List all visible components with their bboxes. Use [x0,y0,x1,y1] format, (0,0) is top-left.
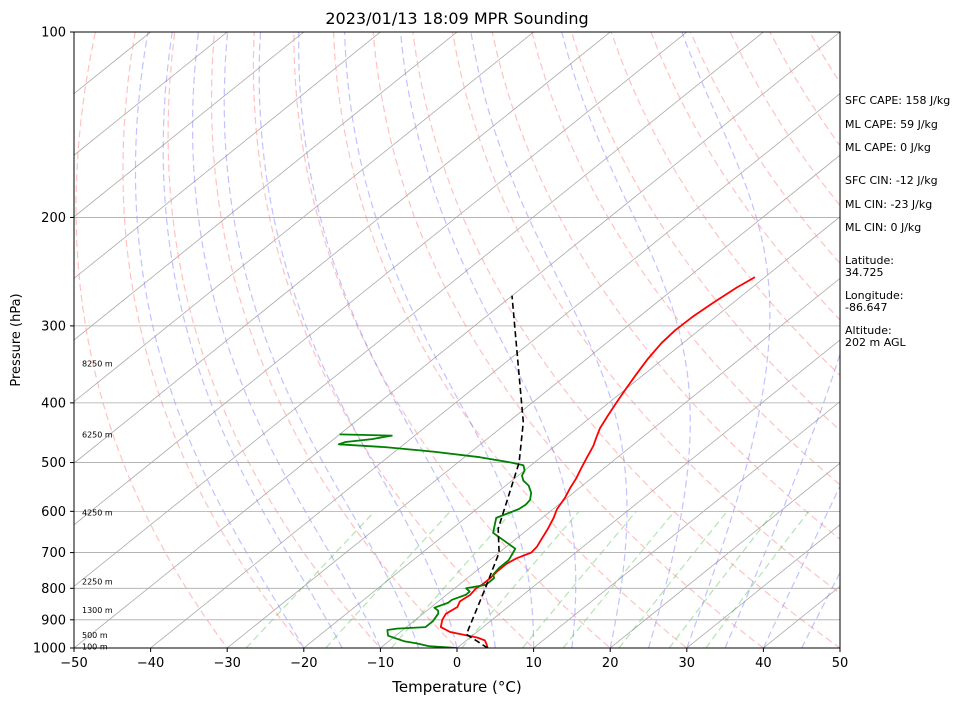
y-tick-label: 400 [41,396,66,411]
x-tick-label: 50 [832,656,849,671]
parcel-profile [465,295,525,648]
x-tick-label: 10 [525,656,542,671]
y-tick-label: 500 [41,456,66,471]
longitude-value: -86.647 [845,301,887,314]
height-label: 6250 m [82,430,113,439]
isotherm [686,524,840,648]
dry-adiabat [293,32,612,648]
stats-panel: SFC CAPE: 158 J/kg ML CAPE: 59 J/kg ML C… [845,94,950,349]
x-tick-label: −20 [290,656,317,671]
ml-cin-2: ML CIN: 0 J/kg [845,221,921,234]
dry-adiabat [122,32,305,648]
height-labels: 100 m 500 m 1300 m 2250 m 4250 m 6250 m 8250 m [82,359,113,651]
height-label: 100 m [82,643,108,652]
isotherm [74,32,305,218]
dry-adiabat [252,32,535,648]
x-tick-label: 30 [679,656,696,671]
height-label: 500 m [82,631,108,640]
dry-adiabat [610,32,840,377]
moist-adiabat [223,32,420,648]
isotherm [379,277,840,648]
y-axis-label: Pressure (hPa) [9,293,24,386]
moist-adiabat [134,32,305,648]
x-tick-label: −10 [367,656,394,671]
y-tick-label: 300 [41,319,66,334]
moist-adiabat [192,32,381,648]
y-tick-label: 800 [41,582,66,597]
x-axis-label: Temperature (°C) [391,678,521,696]
height-label: 1300 m [82,606,113,615]
dry-adiabat [167,32,382,648]
x-tick-label: −40 [137,656,164,671]
chart-title: 2023/01/13 18:09 MPR Sounding [325,9,588,28]
x-tick-label: 40 [755,656,772,671]
dry-adiabat [451,32,840,595]
y-tick-label: 900 [41,613,66,628]
isotherm [74,32,765,587]
latitude-value: 34.725 [845,266,884,279]
moist-adiabat [470,32,628,648]
moist-adiabat [561,32,691,648]
isotherm [456,339,840,648]
x-tick-label: −30 [213,656,240,671]
temperature-profile [439,276,756,648]
dewpoint-profile [337,433,533,648]
isotherm [609,462,840,648]
mixing-ratio-line [618,510,728,648]
dry-adiabat [210,32,458,648]
longitude-label: Longitude: [845,289,903,302]
y-tick-label: 1000 [33,642,66,657]
y-tick-label: 200 [41,211,66,226]
moist-adiabat [801,571,840,648]
altitude-label: Altitude: [845,324,892,337]
y-tick-label: 700 [41,546,66,561]
dry-adiabat [75,32,228,648]
background-lines [74,32,840,648]
x-axis: −50 −40 −30 −20 −10 0 10 20 30 40 50 [60,648,848,671]
ml-cin-1: ML CIN: -23 J/kg [845,198,932,211]
moist-adiabat [298,32,496,648]
ml-cape-1: ML CAPE: 59 J/kg [845,118,938,131]
isotherm [532,401,840,648]
moist-adiabat [681,32,771,648]
x-tick-label: 20 [602,656,619,671]
sfc-cin: SFC CIN: -12 J/kg [845,174,938,187]
dry-adiabat [650,32,840,321]
height-label: 2250 m [82,578,113,587]
isotherm [74,32,840,648]
mixing-ratio-line [668,510,775,648]
isotherm [226,154,840,648]
mixing-ratio-line [562,510,676,648]
isotherm [149,93,840,648]
dry-adiabat [332,32,688,648]
isotherm [303,216,840,648]
dry-adiabat [491,32,840,540]
dry-adiabat [372,32,765,648]
dry-adiabat [412,32,840,648]
moist-adiabat [344,32,535,648]
x-tick-label: 0 [453,656,461,671]
ml-cape-2: ML CAPE: 0 J/kg [845,141,931,154]
x-tick-label: −50 [60,656,87,671]
height-label: 8250 m [82,359,113,368]
y-tick-label: 100 [41,26,66,41]
moist-adiabat [724,32,840,648]
y-axis: 100 200 300 400 500 600 700 800 900 1000 [33,26,74,657]
moist-adiabat [762,484,840,648]
latitude-label: Latitude: [845,254,894,267]
isotherm [74,32,611,464]
altitude-value: 202 m AGL [845,336,907,349]
isotherm [74,32,458,341]
isotherm [74,32,688,526]
isotherm [74,32,382,279]
isotherm [74,32,228,156]
height-label: 4250 m [82,509,113,518]
moist-adiabat [162,32,343,648]
mixing-ratio-line [705,510,810,648]
isotherm [74,32,535,403]
y-tick-label: 600 [41,505,66,520]
profiles [337,276,756,648]
sfc-cape: SFC CAPE: 158 J/kg [845,94,950,107]
